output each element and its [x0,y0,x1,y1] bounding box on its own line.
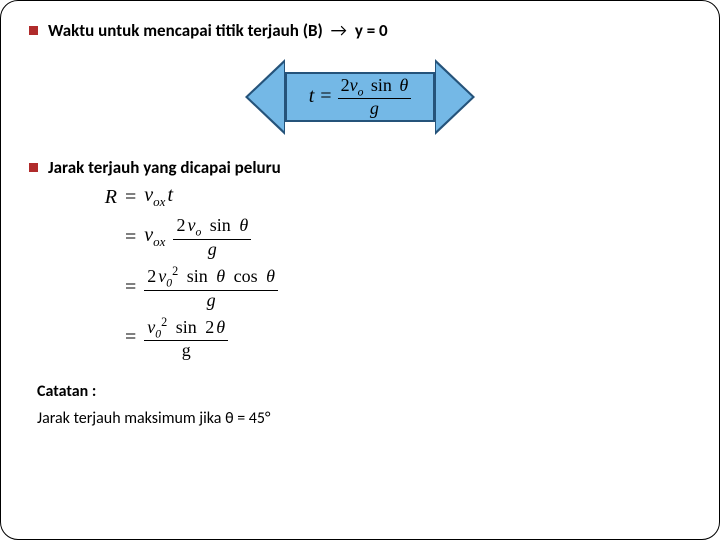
v: v [144,224,153,246]
theta2: θ [266,266,275,286]
sub-ox: ox [153,234,165,249]
slide-frame: Waktu untuk mencapai titik terjauh (B) →… [0,0,720,540]
theta: θ [239,215,248,235]
sin: sin [210,215,231,235]
theta: θ [216,317,225,337]
term-vox: vox [144,224,165,250]
bullet-2: Jarak terjauh yang dicapai peluru [29,157,691,178]
bullet-2-text: Jarak terjauh yang dicapai peluru [48,157,281,178]
sup-2: 2 [172,264,178,278]
note-text: Jarak terjauh maksimum jika θ = 45° [37,409,691,428]
sin: sin [176,317,197,337]
arrow-body: t = 2vo sin θ g [285,72,435,122]
arrow-head-right-icon [435,59,475,135]
v: v [144,184,153,206]
bullet-marker [29,163,38,172]
time-formula-arrow: t = 2vo sin θ g [29,59,691,135]
frac-4: v02 sin 2θ g [144,316,228,361]
t: t [167,184,173,206]
den-g: g [205,240,220,259]
sub-o: o [195,226,201,239]
den-g: g [204,291,219,310]
frac-2: 2vo sin θ g [173,216,251,259]
symbol-R: R [87,186,117,209]
num-sin: sin [371,75,392,95]
arrow-head-left-icon [245,59,285,135]
sup-2: 2 [161,315,167,329]
equals: = [125,326,136,349]
num-4: v02 sin 2θ [144,316,228,342]
bullet-1-text: Waktu untuk mencapai titik terjauh (B) →… [48,19,388,41]
bullet-1-label: Waktu untuk mencapai titik terjauh (B) [48,20,323,41]
bullet-marker [29,26,38,35]
eq-row-1: R = voxt [87,184,691,210]
note-label: Catatan : [37,382,691,401]
equals-sign: = [320,85,331,108]
time-numerator: 2vo sin θ [338,76,412,100]
right-arrow-icon: → [331,19,347,41]
equals: = [125,186,136,209]
sub-0: 0 [155,327,161,340]
range-derivation: R = voxt = vox 2vo sin θ g = [87,184,691,360]
sub-0: 0 [166,276,172,289]
two: 2 [147,266,156,286]
sin: sin [187,266,208,286]
num-sub-o: o [358,85,364,98]
formula-lhs: t [309,85,315,108]
sub-ox: ox [153,194,165,209]
num-v: v [350,75,358,95]
bullet-1: Waktu untuk mencapai titik terjauh (B) →… [29,19,691,41]
equals: = [125,226,136,249]
equals: = [125,276,136,299]
eq-row-4: = v02 sin 2θ g [87,316,691,361]
num-2: 2 [341,75,350,95]
theta1: θ [216,266,225,286]
num-3: 2v02 sin θ cos θ [144,265,278,291]
eq-row-2: = vox 2vo sin θ g [87,216,691,259]
den-g: g [179,341,194,360]
time-denominator: g [367,99,382,118]
time-fraction: 2vo sin θ g [338,76,412,119]
num-theta: θ [399,75,408,95]
frac-3: 2v02 sin θ cos θ g [144,265,278,310]
cos: cos [234,266,258,286]
eq-row-3: = 2v02 sin θ cos θ g [87,265,691,310]
double-arrow-shape: t = 2vo sin θ g [245,59,475,135]
time-formula: t = 2vo sin θ g [309,76,412,119]
num-2: 2vo sin θ [173,216,251,240]
term-vox-t: voxt [144,184,173,210]
bullet-1-condition: y = 0 [355,20,388,41]
two: 2 [176,215,185,235]
coef-2: 2 [205,317,214,337]
